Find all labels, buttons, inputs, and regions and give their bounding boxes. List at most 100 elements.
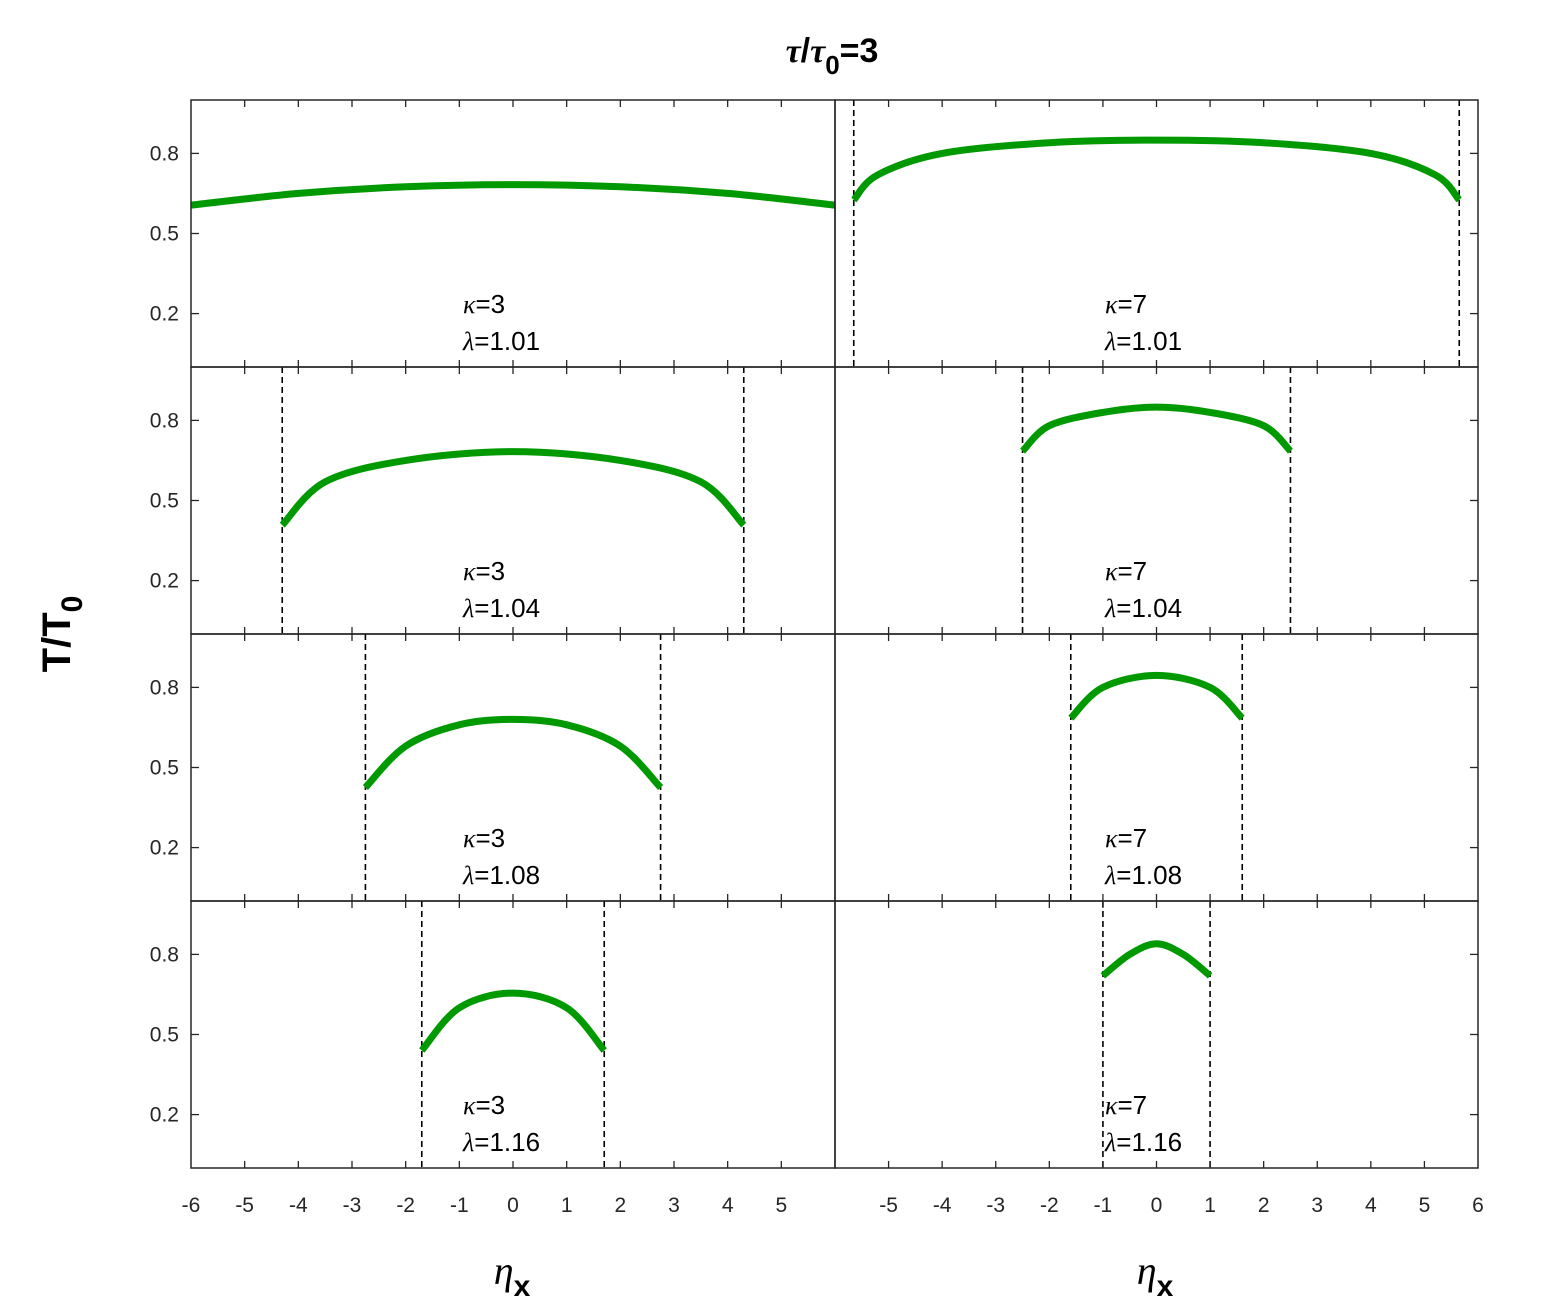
temperature-curve — [362, 715, 664, 790]
x-tick-label: 5 — [1419, 1194, 1431, 1217]
y-tick-label: 0.8 — [150, 409, 179, 432]
y-axis-label-main: T/T — [35, 612, 79, 672]
lambda-annotation: λ=1.08 — [1104, 860, 1182, 890]
y-tick-label: 0.2 — [150, 837, 179, 860]
kappa-annotation: κ=7 — [1105, 1090, 1147, 1120]
x-tick-label: 4 — [722, 1194, 734, 1217]
temperature-curve — [851, 136, 1462, 203]
kappa-value: =7 — [1117, 289, 1147, 319]
y-tick-label: 0.5 — [150, 223, 179, 246]
y-axis-label: T/T0 — [35, 596, 89, 673]
x-tick-label: -6 — [182, 1194, 201, 1217]
y-axis-label-sub: 0 — [56, 596, 89, 613]
panel-r2-c1: κ=7 λ=1.08 — [834, 633, 1479, 902]
x-axis-label-left-main: η — [494, 1248, 514, 1293]
kappa-value: =7 — [1117, 556, 1147, 586]
y-tick-label: 0.2 — [150, 570, 179, 593]
x-tick-label: -3 — [986, 1194, 1005, 1217]
kappa-symbol: κ — [463, 290, 476, 319]
panel-r0-c1: κ=7λ=1.01 — [834, 99, 1479, 368]
lambda-annotation: λ=1.01 — [1104, 326, 1182, 356]
title-tau: τ — [786, 33, 802, 70]
x-tick-label: 1 — [1204, 1194, 1216, 1217]
kappa-annotation: κ=7 — [1105, 823, 1147, 853]
panel-r3-c1: κ=7λ=1.16 — [834, 900, 1479, 1169]
lambda-symbol: λ — [462, 327, 474, 356]
x-tick-label: 4 — [1365, 1194, 1377, 1217]
lambda-value: =1.16 — [474, 1127, 540, 1157]
kappa-symbol: κ — [463, 557, 476, 586]
temperature-curve — [1019, 403, 1294, 454]
kappa-annotation: κ=3 — [463, 1090, 505, 1120]
kappa-symbol: κ — [1105, 1091, 1118, 1120]
kappa-symbol: κ — [463, 1091, 476, 1120]
kappa-annotation: κ=7 — [1105, 556, 1147, 586]
lambda-annotation: λ=1.04 — [462, 593, 540, 623]
kappa-annotation: κ=3 — [463, 289, 505, 319]
x-tick-label: 3 — [668, 1194, 680, 1217]
lambda-symbol: λ — [1104, 327, 1116, 356]
chart-title: τ/τ0=3 — [786, 32, 879, 80]
x-tick-label: 3 — [1311, 1194, 1323, 1217]
kappa-symbol: κ — [463, 824, 476, 853]
kappa-symbol: κ — [1105, 557, 1118, 586]
kappa-value: =7 — [1117, 1090, 1147, 1120]
y-tick-label: 0.5 — [150, 1024, 179, 1047]
panel-r1-c1: κ=7λ=1.04 — [834, 366, 1479, 635]
lambda-value: =1.16 — [1116, 1127, 1182, 1157]
y-tick-label: 0.2 — [150, 303, 179, 326]
x-axis-label-right-sub: x — [1157, 1270, 1174, 1303]
temperature-curve — [191, 181, 835, 209]
x-axis-label-left: ηx — [494, 1248, 531, 1303]
kappa-value: =7 — [1117, 823, 1147, 853]
y-tick-label: 0.8 — [150, 943, 179, 966]
lambda-symbol: λ — [1104, 594, 1116, 623]
lambda-annotation: λ=1.08 — [462, 860, 540, 890]
y-tick-label: 0.8 — [150, 142, 179, 165]
x-tick-label: -4 — [933, 1194, 952, 1217]
lambda-annotation: λ=1.04 — [1104, 593, 1182, 623]
x-tick-label: -1 — [1094, 1194, 1113, 1217]
lambda-value: =1.01 — [1116, 326, 1182, 356]
title-rest: =3 — [840, 32, 879, 70]
lambda-annotation: λ=1.16 — [1104, 1127, 1182, 1157]
title-tau0: τ — [810, 33, 826, 70]
x-tick-label: 6 — [1472, 1194, 1484, 1217]
x-tick-label: -5 — [235, 1194, 254, 1217]
kappa-value: =3 — [475, 556, 505, 586]
x-axis-label-right: ηx — [1137, 1248, 1174, 1303]
x-tick-label: 0 — [1151, 1194, 1163, 1217]
x-tick-label: -4 — [289, 1194, 308, 1217]
lambda-value: =1.04 — [1116, 593, 1182, 623]
x-tick-labels: -6 -5 -4 -3 -2 -1 0 1 2 3 4 5 -5 -4 -3 -2 -1 0 1 2 3 4 5 6 — [182, 1194, 1484, 1217]
x-tick-label: -3 — [343, 1194, 362, 1217]
x-axis-label-right-main: η — [1137, 1248, 1157, 1293]
y-tick-label: 0.8 — [150, 676, 179, 699]
lambda-symbol: λ — [1104, 1128, 1116, 1157]
kappa-annotation: κ=3 — [463, 823, 505, 853]
lambda-symbol: λ — [462, 594, 474, 623]
temperature-curve — [1100, 940, 1213, 979]
lambda-value: =1.08 — [474, 860, 540, 890]
x-tick-label: -1 — [450, 1194, 469, 1217]
lambda-value: =1.01 — [474, 326, 540, 356]
temperature-curve — [419, 989, 607, 1053]
panel-frame — [834, 900, 1479, 1169]
kappa-symbol: κ — [1105, 290, 1118, 319]
temperature-curve — [279, 448, 747, 528]
y-tick-label: 0.2 — [150, 1104, 179, 1127]
lambda-annotation: λ=1.01 — [462, 326, 540, 356]
title-sub: 0 — [825, 50, 839, 80]
temperature-curve — [1068, 671, 1245, 721]
kappa-symbol: κ — [1105, 824, 1118, 853]
y-tick-label: 0.5 — [150, 757, 179, 780]
kappa-value: =3 — [475, 823, 505, 853]
x-tick-label: -2 — [1040, 1194, 1059, 1217]
panel-r1-c0: 0.20.50.8κ=3λ=1.04 — [150, 366, 836, 635]
lambda-annotation: λ=1.16 — [462, 1127, 540, 1157]
x-tick-label: -5 — [879, 1194, 898, 1217]
kappa-annotation: κ=7 — [1105, 289, 1147, 319]
panel-r3-c0: 0.2 0.5 0.8 κ=3 λ=1.16 — [150, 900, 836, 1169]
x-tick-label: -2 — [396, 1194, 415, 1217]
